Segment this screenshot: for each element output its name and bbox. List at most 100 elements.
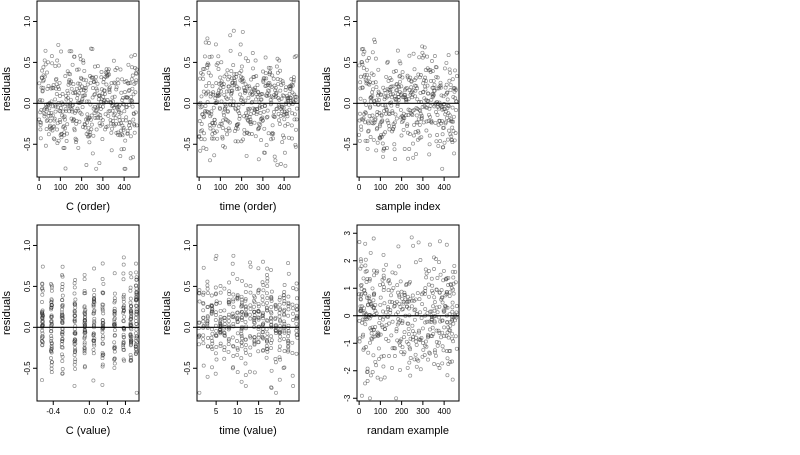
data-point	[399, 133, 404, 138]
data-point	[229, 69, 234, 74]
data-point	[259, 138, 264, 143]
data-point	[269, 322, 274, 327]
data-point	[49, 285, 54, 290]
data-point	[117, 114, 122, 119]
data-point	[442, 325, 447, 330]
data-point	[100, 330, 105, 335]
data-point	[445, 305, 450, 310]
data-point	[214, 333, 219, 338]
data-point	[243, 290, 248, 294]
x-tick-label: 400	[437, 407, 451, 416]
data-point	[213, 351, 218, 356]
data-point	[210, 341, 215, 346]
data-point	[454, 74, 459, 79]
data-point	[405, 294, 410, 299]
data-point	[278, 162, 283, 166]
data-point	[406, 326, 411, 331]
data-point	[123, 166, 128, 171]
data-point	[87, 140, 92, 145]
data-point	[230, 335, 235, 340]
data-point	[423, 339, 428, 344]
data-point	[428, 351, 432, 356]
data-point	[265, 284, 270, 289]
data-point	[437, 366, 442, 370]
data-point	[400, 296, 405, 301]
data-point	[381, 288, 386, 293]
data-point	[100, 277, 105, 281]
data-point	[97, 93, 102, 98]
data-point	[361, 66, 366, 71]
data-point	[51, 124, 56, 129]
data-point	[401, 352, 406, 357]
data-point	[235, 139, 240, 144]
data-point	[432, 104, 437, 109]
data-point	[213, 318, 218, 322]
data-point	[385, 60, 390, 65]
data-point	[133, 90, 138, 95]
data-point	[378, 302, 383, 307]
data-point	[454, 304, 459, 308]
data-point	[239, 356, 244, 361]
data-point	[387, 299, 392, 304]
data-point	[107, 90, 112, 94]
data-point	[239, 328, 244, 333]
data-point	[235, 310, 240, 315]
data-point	[269, 319, 274, 324]
data-point	[410, 323, 415, 328]
data-point	[243, 347, 248, 352]
data-point	[252, 317, 256, 322]
data-point	[252, 304, 256, 309]
data-point	[122, 314, 127, 319]
data-point	[265, 338, 269, 343]
data-point	[134, 123, 139, 128]
data-point	[362, 346, 367, 351]
data-point	[261, 302, 266, 307]
data-point	[128, 320, 133, 325]
data-point	[227, 326, 232, 331]
data-point	[365, 276, 370, 281]
data-point	[55, 127, 59, 132]
data-point	[214, 291, 218, 296]
data-point	[215, 61, 220, 66]
data-point	[37, 81, 42, 86]
data-point	[439, 335, 443, 340]
data-point	[88, 80, 93, 85]
data-point	[274, 390, 278, 395]
data-point	[444, 82, 449, 87]
data-point	[427, 112, 431, 117]
data-point	[107, 72, 111, 77]
data-point	[446, 335, 451, 340]
data-point	[75, 106, 80, 111]
data-point	[400, 319, 405, 324]
data-point	[362, 98, 367, 103]
data-point	[439, 121, 444, 126]
data-point	[231, 322, 236, 326]
data-point	[58, 94, 62, 98]
x-axis-label: C (value)	[66, 425, 111, 437]
data-point	[124, 105, 129, 109]
data-point	[222, 113, 226, 118]
data-point	[413, 94, 418, 99]
data-point	[363, 138, 368, 143]
data-point	[360, 62, 365, 67]
data-point	[281, 293, 286, 298]
data-point	[392, 147, 397, 152]
data-point	[448, 70, 453, 75]
data-point	[360, 320, 365, 325]
data-point	[265, 276, 270, 281]
data-point	[254, 97, 258, 102]
data-point	[232, 78, 237, 83]
data-point	[67, 49, 72, 54]
data-point	[417, 297, 422, 302]
data-point	[250, 91, 255, 96]
data-point	[209, 54, 214, 59]
data-point	[277, 297, 282, 302]
data-point	[442, 140, 447, 145]
data-point	[210, 365, 214, 370]
data-point	[402, 350, 407, 355]
data-point	[286, 339, 291, 344]
data-point	[129, 304, 134, 309]
data-point	[425, 83, 430, 88]
data-point	[133, 110, 138, 115]
data-point	[278, 334, 283, 339]
